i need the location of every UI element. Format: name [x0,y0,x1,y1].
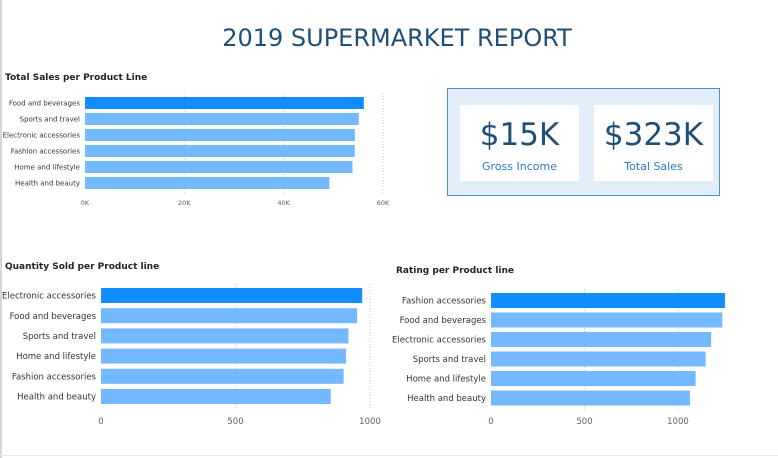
category-label: Fashion accessories [12,372,97,382]
bar [491,293,725,308]
category-label: Health and beauty [407,394,486,404]
bar [85,113,359,125]
category-label: Sports and travel [20,116,80,124]
bar [101,288,363,303]
x-tick-label: 0 [488,417,493,427]
bar [101,368,344,384]
report-title: 2019 SUPERMARKET REPORT [222,24,572,52]
bar [491,332,712,347]
bar [491,312,723,328]
canvas-bottom-border [0,455,778,456]
quantity-sold-bar-chart[interactable]: 0 500 1000 Electronic accessories Food and b… [0,282,385,432]
x-tick-label: 0K [81,199,90,207]
bar [101,328,349,344]
category-label: Fashion accessories [11,148,81,156]
category-label: Health and beauty [17,393,96,403]
chart-title-total-sales: Total Sales per Product Line [5,73,148,83]
category-label: Food and beverages [10,312,97,322]
x-tick-label: 1000 [359,417,381,427]
category-label: Fashion accessories [402,297,487,307]
bar [85,145,355,157]
bar [85,129,355,141]
bar [101,389,331,404]
bar [101,348,347,364]
total-sales-value: $323K [603,117,704,153]
category-label: Home and lifestyle [406,375,486,385]
x-tick-label: 1000 [667,417,689,427]
canvas-left-border [0,0,2,458]
total-sales-label: Total Sales [624,160,683,173]
total-sales-bar-chart[interactable]: 0K 20K 40K 60K Food and beverages Sports and … [0,90,400,215]
category-label: Electronic accessories [3,132,81,140]
bar [491,371,696,386]
chart-title-rating: Rating per Product line [396,266,515,276]
bar [85,177,330,189]
kpi-panel: $15K Gross Income $323K Total Sales [447,88,720,196]
gross-income-label: Gross Income [482,160,557,173]
category-label: Home and lifestyle [16,352,96,362]
chart-title-quantity-sold: Quantity Sold per Product line [5,262,160,272]
category-label: Sports and travel [23,332,96,342]
category-label: Food and beverages [400,316,487,326]
gross-income-card[interactable]: $15K Gross Income [460,105,579,181]
bar [85,97,364,109]
bar [85,161,353,173]
category-label: Food and beverages [9,100,81,108]
rating-bar-chart[interactable]: 0 500 1000 Fashion accessories Food and beve… [390,287,740,432]
x-tick-label: 500 [227,417,243,427]
x-tick-label: 500 [576,417,592,427]
category-label: Electronic accessories [2,292,97,302]
bar [101,308,358,324]
x-tick-label: 0 [98,417,103,427]
category-label: Electronic accessories [392,336,487,346]
bar [491,351,706,367]
total-sales-card[interactable]: $323K Total Sales [594,105,713,181]
category-label: Health and beauty [15,180,80,188]
bar [491,390,690,406]
category-label: Sports and travel [413,355,486,365]
gross-income-value: $15K [479,117,560,153]
x-tick-label: 40K [277,199,290,207]
x-tick-label: 20K [178,199,191,207]
x-tick-label: 60K [377,199,390,207]
category-label: Home and lifestyle [14,164,80,172]
